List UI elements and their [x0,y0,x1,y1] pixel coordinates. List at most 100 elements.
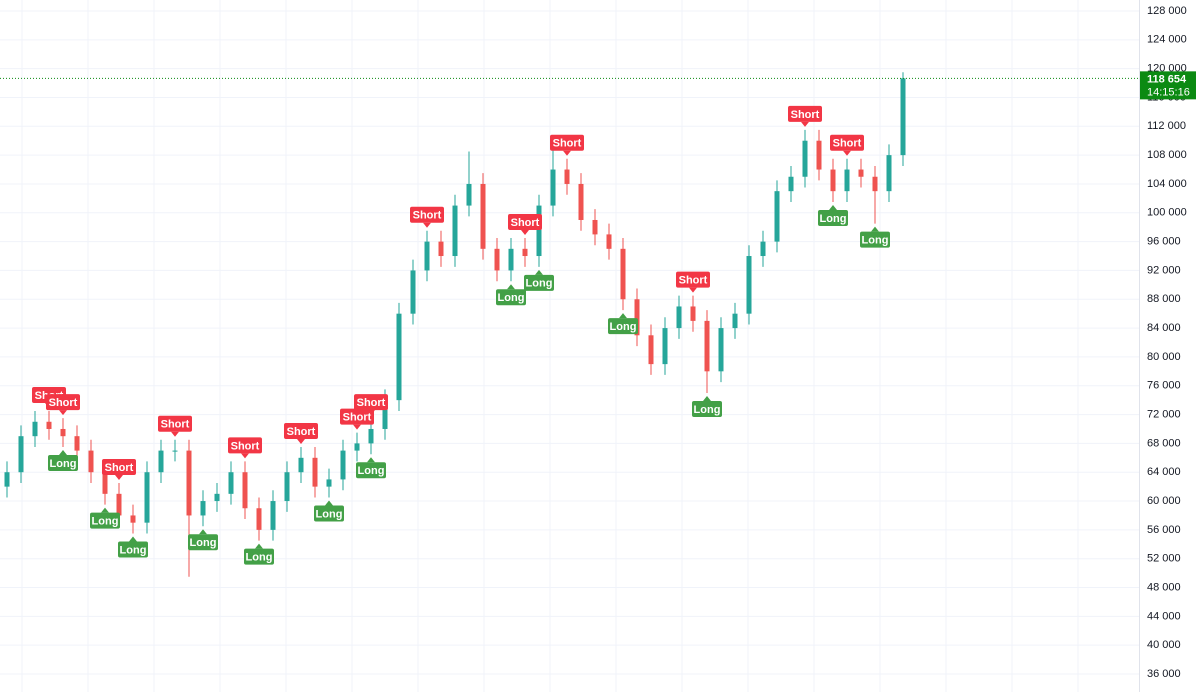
signal-box [228,437,262,454]
signal-box [340,408,374,425]
signal-box [692,400,722,417]
signal-label: Long [356,457,386,479]
candle-body [326,479,332,487]
signal-pointer [297,438,305,444]
signal-box [788,105,822,122]
signal-pointer [325,500,333,506]
signal-pointer [171,431,179,437]
candle-body [4,472,10,487]
candle-body [74,436,80,451]
y-tick-label: 68 000 [1147,437,1181,449]
signal-pointer [115,475,123,481]
signal-label: Long [314,500,344,522]
candle-body [214,493,220,502]
signal-label: Long [90,507,120,529]
signal-text: Short [833,138,862,150]
y-tick-label: 124 000 [1147,34,1187,46]
plot: ShortShortLongLongShortLongShortLongShor… [0,72,1140,577]
y-tick-label: 84 000 [1147,322,1181,334]
signal-text: Long [190,537,217,549]
candle-body [592,219,598,235]
signal-box [284,422,318,439]
signal-label: Long [524,269,554,291]
y-tick-label: 72 000 [1147,408,1181,420]
countdown-label: 14:15:16 [1147,86,1190,98]
candle-body [172,450,178,452]
signal-box [410,206,444,223]
signal-box [676,271,710,288]
signal-pointer [619,313,627,319]
y-tick-label: 128 000 [1147,5,1187,17]
signal-box [356,462,386,479]
y-tick-label: 108 000 [1147,149,1187,161]
candle-body [508,248,514,271]
y-tick-label: 36 000 [1147,668,1181,680]
signal-box [496,289,526,306]
last-price-label: 118 654 [1147,73,1187,85]
candle-body [634,299,640,336]
candle-body [32,421,38,437]
candle-body [60,428,66,437]
signal-pointer [829,204,837,210]
candle-body [354,443,360,451]
signal-text: Short [511,217,540,229]
signal-text: Short [553,138,582,150]
signal-box [46,394,80,411]
signal-box [550,134,584,151]
candle-body [578,183,584,220]
signal-label: Long [608,313,638,335]
signal-pointer [59,449,67,455]
signal-box [818,209,848,226]
candle-body [102,472,108,494]
candle-body [312,457,318,487]
signal-pointer [59,410,67,416]
signal-box [118,541,148,558]
signal-text: Long [694,404,721,416]
grid [0,0,1140,692]
signal-text: Long [246,552,273,564]
signal-text: Long [50,458,77,470]
signal-label: Long [118,536,148,558]
price-axis: 36 000 40 000 44 000 48 000 52 000 56 000 60 0… [1140,5,1196,680]
signal-text: Short [357,397,386,409]
signal-text: Short [679,275,708,287]
signal-pointer [129,536,137,542]
candle-body [340,450,346,480]
signal-box [860,231,890,248]
signal-pointer [521,230,529,236]
candle-body [298,457,304,473]
y-tick-label: 76 000 [1147,380,1181,392]
candle-body [676,306,682,329]
candle-body [522,248,528,257]
candle-body [564,169,570,184]
signal-pointer [101,507,109,513]
signal-pointer [871,226,879,232]
candle-body [270,501,276,530]
candle-body [662,328,668,365]
signal-label: Short [228,437,262,459]
signal-pointer [689,287,697,293]
signal-label: Short [788,105,822,127]
candle-body [704,320,710,372]
signal-label: Short [830,134,864,156]
signal-text: Long [610,321,637,333]
signal-label: Short [340,408,374,430]
candle-body [144,472,150,523]
candle-body [830,169,836,192]
signal-label: Short [284,422,318,444]
signal-text: Long [498,292,525,304]
y-tick-label: 80 000 [1147,351,1181,363]
signal-text: Short [343,411,372,423]
candle-body [844,169,850,192]
candle-body [550,169,556,206]
candle-body [760,241,766,257]
signal-box [508,214,542,231]
candle-body [368,428,374,444]
signal-label: Short [354,394,388,416]
y-tick-label: 52 000 [1147,553,1181,565]
signal-pointer [563,150,571,156]
y-tick-label: 96 000 [1147,236,1181,248]
signal-pointer [423,222,431,228]
